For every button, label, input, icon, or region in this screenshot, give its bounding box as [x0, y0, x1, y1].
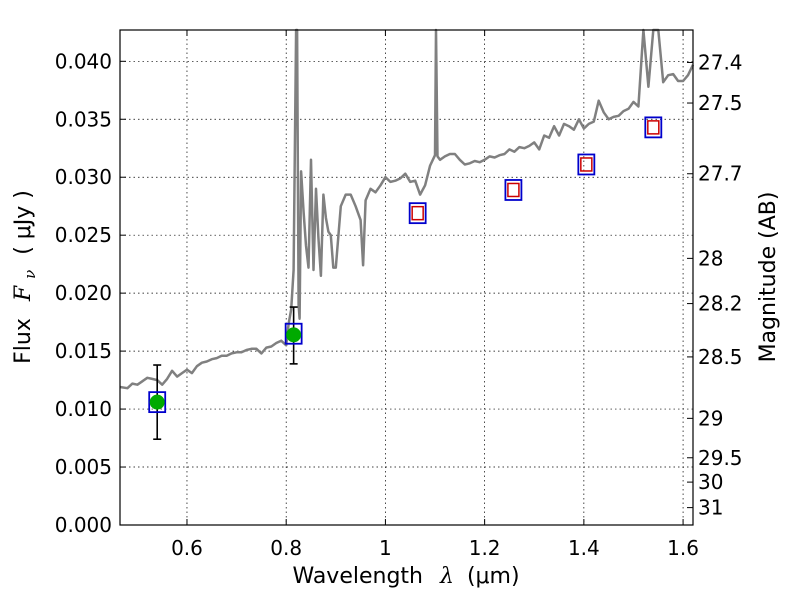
axis-ticks	[120, 30, 693, 526]
model-square-red	[647, 120, 660, 135]
y-axis-title-text: Flux	[11, 318, 36, 364]
secondary-y-axis-title: Magnitude (AB)	[756, 192, 781, 363]
magnitude-tick-label: 27.7	[698, 162, 743, 186]
magnitude-tick-label: 28.2	[698, 292, 743, 316]
model-square-blue	[148, 391, 167, 414]
x-axis-title-unit: (μm)	[467, 564, 520, 589]
magnitude-tick-label: 28.5	[698, 345, 743, 369]
plot-frame	[119, 29, 694, 526]
model-square-blue	[644, 116, 663, 139]
y-axis-title-symbol: F	[11, 285, 36, 302]
x-axis-title: Wavelength λ (μm)	[292, 564, 519, 589]
x-tick-label: 0.6	[171, 536, 203, 560]
y-tick-label: 0.035	[55, 107, 112, 131]
x-axis-title-symbol: λ	[439, 564, 454, 589]
tick-labels: 0.6 0.8 1 1.2 1.4 1.6 0.000 0.005 0.010 0.015 0.02…	[55, 49, 743, 560]
model-square-blue	[577, 153, 596, 176]
x-tick-label: 1.6	[667, 536, 699, 560]
magnitude-tick-label: 28	[698, 246, 723, 270]
grid-lines	[120, 30, 693, 525]
x-tick-label: 1	[379, 536, 392, 560]
y-axis-title: Flux F ν ( μJy )	[11, 190, 41, 364]
y-tick-label: 0.000	[55, 513, 112, 537]
magnitude-tick-label: 29	[698, 406, 723, 430]
y-tick-label: 0.005	[55, 455, 112, 479]
y-tick-label: 0.010	[55, 397, 112, 421]
magnitude-tick-label: 29.5	[698, 446, 743, 470]
plot-background	[120, 30, 693, 525]
model-square-blue	[504, 179, 523, 201]
model-square-blue	[408, 202, 427, 225]
y-axis-title-subscript: ν	[21, 270, 39, 279]
model-square-blue	[284, 322, 303, 345]
spectrum-line	[119, 28, 695, 390]
y-tick-label: 0.025	[55, 223, 112, 247]
model-square-red	[411, 205, 424, 221]
x-tick-label: 0.8	[270, 536, 302, 560]
x-axis-title-text: Wavelength	[292, 564, 423, 589]
y-axis-title-unit: ( μJy )	[11, 190, 36, 255]
x-tick-label: 1.4	[568, 536, 600, 560]
model-square-red	[507, 182, 520, 198]
y-tick-label: 0.030	[55, 165, 112, 189]
observed-point	[286, 327, 302, 343]
magnitude-tick-label: 27.5	[698, 91, 743, 115]
y-tick-label: 0.020	[55, 281, 112, 305]
x-tick-label: 1.2	[469, 536, 501, 560]
model-square-red	[580, 157, 593, 172]
observed-point	[149, 394, 165, 410]
magnitude-tick-label: 31	[698, 496, 723, 520]
data-points	[148, 116, 663, 414]
magnitude-tick-label: 30	[698, 470, 723, 494]
spectrum-series	[119, 28, 695, 390]
y-tick-label: 0.040	[55, 49, 112, 73]
magnitude-tick-label: 27.4	[698, 50, 743, 74]
y-tick-label: 0.015	[55, 339, 112, 363]
